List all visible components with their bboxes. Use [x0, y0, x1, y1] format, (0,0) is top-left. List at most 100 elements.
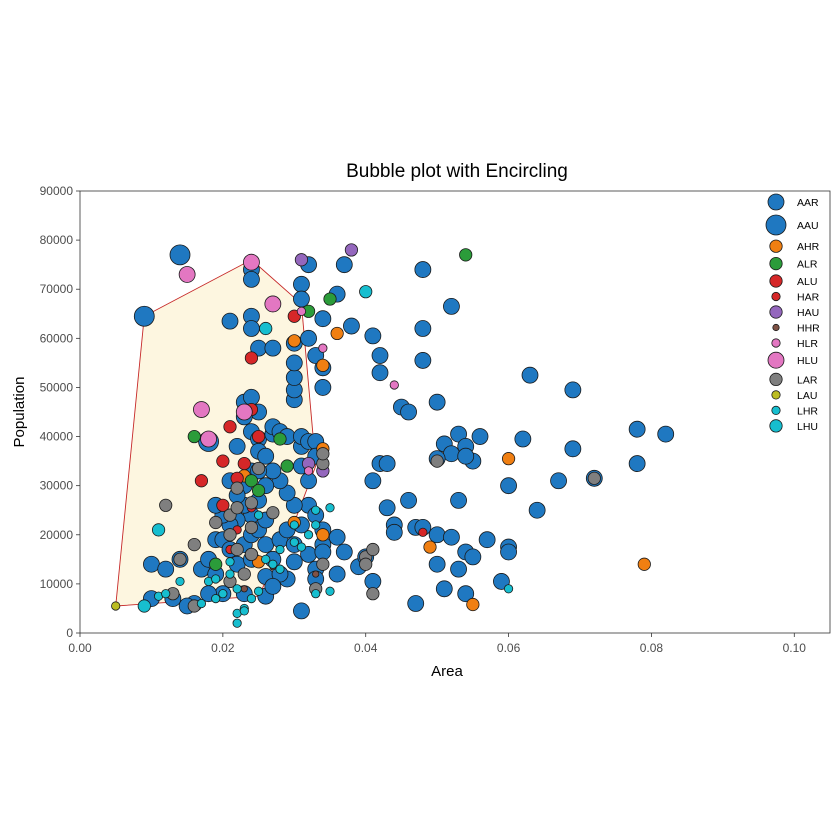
data-point [493, 573, 510, 590]
legend-key-hhr [772, 323, 780, 332]
data-point [657, 425, 675, 443]
legend-key-alr [769, 256, 783, 271]
data-point [564, 440, 582, 458]
data-point [430, 454, 444, 468]
legend-key-lhu [769, 419, 783, 433]
data-point [325, 503, 335, 513]
data-point [251, 429, 266, 444]
data-point [423, 540, 437, 554]
legend-label: AAU [797, 220, 819, 232]
data-point [175, 576, 185, 587]
data-point [151, 523, 166, 537]
y-tick-label: 30000 [40, 479, 74, 493]
legend-label: HAU [797, 307, 819, 319]
legend-label: HHR [797, 323, 820, 335]
data-point [244, 351, 259, 365]
legend-label: ALR [797, 259, 818, 271]
data-point [285, 369, 303, 387]
legend-key-aar [767, 193, 785, 211]
data-point [200, 430, 217, 448]
data-point [216, 454, 230, 468]
axes: 0.00 0.02 0.04 0.06 0.08 0.10 0 10000 20000 30000… [40, 184, 807, 655]
data-point [300, 329, 317, 347]
data-point [225, 569, 235, 579]
data-point [285, 354, 303, 372]
data-point [378, 499, 396, 517]
legend-key-alu [769, 274, 783, 288]
data-point [637, 557, 651, 571]
data-point [232, 584, 242, 594]
legend-label: HLR [797, 338, 818, 350]
data-point [364, 327, 382, 345]
data-point [289, 537, 299, 547]
series-lhu [137, 285, 373, 613]
data-point [216, 498, 230, 512]
data-point [230, 501, 244, 515]
data-point [428, 526, 446, 544]
data-point [521, 366, 539, 384]
data-point [400, 403, 417, 421]
series-lau [111, 601, 121, 611]
data-point [264, 462, 282, 480]
data-point [259, 321, 273, 336]
data-point [359, 557, 373, 571]
data-point [293, 602, 310, 620]
data-point [311, 520, 321, 530]
data-point [264, 577, 282, 595]
data-point [307, 347, 325, 364]
x-axis-label: Area [431, 663, 463, 680]
data-point [237, 567, 251, 581]
data-point [257, 447, 275, 465]
data-point [389, 380, 399, 390]
data-point [314, 379, 332, 396]
data-point [459, 248, 473, 262]
data-point [330, 326, 344, 341]
data-point [325, 586, 335, 596]
data-point [193, 401, 210, 418]
legend-key-hlu [767, 351, 785, 369]
data-point [443, 528, 460, 546]
data-point [194, 474, 209, 488]
data-point [178, 266, 196, 283]
data-point [243, 253, 260, 271]
data-point [223, 420, 237, 434]
data-point [428, 555, 446, 573]
data-point [169, 244, 191, 266]
data-point [450, 560, 467, 578]
data-point [251, 483, 266, 498]
legend-label: HAR [797, 292, 820, 304]
data-point [232, 618, 242, 628]
data-point [228, 437, 246, 455]
data-point [173, 552, 187, 566]
data-point [264, 339, 282, 357]
data-point [471, 428, 489, 445]
plot-frame [79, 190, 831, 634]
legend-label: AHR [797, 241, 820, 253]
data-point [316, 358, 330, 372]
data-point [240, 585, 248, 593]
series-hlu [178, 253, 282, 448]
legend-key-lar [769, 372, 783, 386]
data-point [303, 466, 314, 476]
data-point [366, 542, 380, 557]
y-tick-label: 50000 [40, 380, 74, 394]
legend-key-hlr [771, 338, 781, 348]
legend-label: LAU [797, 390, 817, 402]
data-point [628, 420, 646, 438]
data-point [211, 594, 221, 604]
x-tick-label: 0.04 [354, 641, 378, 655]
data-point [478, 531, 496, 549]
x-tick-label: 0.06 [497, 641, 521, 655]
data-point [312, 570, 320, 578]
data-point [211, 574, 221, 584]
data-point [230, 542, 244, 557]
data-point [294, 253, 309, 267]
data-point [364, 472, 382, 490]
series-alu [194, 309, 301, 512]
data-point [443, 298, 460, 315]
data-point [143, 555, 160, 573]
data-point [243, 270, 260, 288]
data-point [335, 543, 353, 561]
data-point [187, 429, 201, 444]
